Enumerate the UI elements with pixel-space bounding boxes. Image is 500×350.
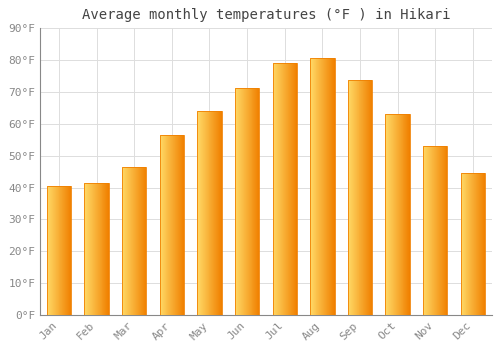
Bar bbox=[460, 173, 485, 315]
Bar bbox=[160, 135, 184, 315]
Bar bbox=[47, 186, 71, 315]
Bar bbox=[198, 111, 222, 315]
Bar bbox=[310, 58, 334, 315]
Bar bbox=[84, 183, 109, 315]
Bar bbox=[122, 167, 146, 315]
Bar bbox=[348, 80, 372, 315]
Bar bbox=[423, 146, 448, 315]
Bar bbox=[386, 114, 410, 315]
Bar bbox=[235, 89, 260, 315]
Title: Average monthly temperatures (°F ) in Hikari: Average monthly temperatures (°F ) in Hi… bbox=[82, 8, 450, 22]
Bar bbox=[272, 63, 297, 315]
